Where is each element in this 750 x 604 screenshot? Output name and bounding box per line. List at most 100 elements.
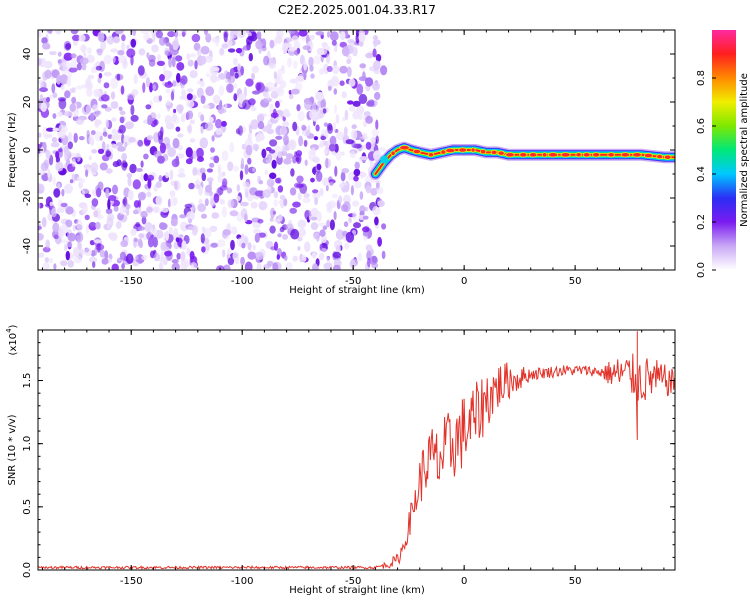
noise-speckle [67, 232, 77, 242]
noise-speckle [284, 113, 288, 118]
noise-speckle [365, 77, 374, 87]
noise-speckle [87, 74, 95, 80]
noise-speckle [70, 30, 79, 35]
noise-speckle [153, 252, 160, 262]
noise-speckle [221, 150, 229, 161]
noise-speckle [38, 225, 42, 230]
noise-speckle [344, 242, 350, 250]
noise-speckle [57, 59, 62, 64]
noise-speckle [196, 80, 203, 85]
noise-speckle [252, 143, 260, 151]
noise-speckle [209, 162, 215, 168]
noise-speckle [290, 88, 300, 95]
noise-speckle [116, 73, 121, 81]
noise-speckle [257, 218, 264, 224]
noise-speckle [263, 264, 272, 269]
signal-blob [445, 148, 456, 154]
noise-speckle [81, 44, 86, 53]
noise-speckle [320, 47, 328, 55]
noise-speckle [126, 93, 135, 101]
noise-speckle [333, 88, 338, 95]
noise-speckle [345, 231, 355, 243]
spectrogram-panel: -150 -100 -50 0 50 -40 -20 0 20 40 Height of stra… [7, 29, 676, 296]
noise-speckle [107, 213, 115, 221]
noise-speckle [201, 213, 207, 219]
noise-speckle [122, 198, 126, 205]
noise-speckle [315, 91, 324, 102]
noise-speckle [75, 117, 85, 125]
y-tick-label: 20 [22, 96, 33, 109]
noise-speckle [201, 172, 207, 182]
noise-speckle [293, 182, 303, 189]
noise-speckle [118, 55, 127, 64]
noise-speckle [121, 263, 125, 270]
noise-speckle [230, 30, 238, 39]
noise-speckle [130, 228, 137, 235]
noise-speckle [175, 237, 180, 243]
noise-speckle [310, 207, 319, 217]
noise-speckle [240, 157, 245, 169]
noise-speckle [206, 177, 214, 183]
noise-speckle [156, 60, 165, 66]
noise-speckle [210, 74, 218, 83]
noise-speckle [117, 129, 123, 134]
noise-speckle [298, 135, 303, 147]
noise-speckle [289, 78, 299, 84]
noise-speckle [158, 37, 167, 46]
noise-speckle [101, 104, 108, 109]
noise-speckle [297, 111, 305, 122]
signal-blob [399, 145, 410, 151]
noise-speckle [119, 116, 125, 124]
noise-speckle [197, 203, 206, 212]
noise-speckle [319, 68, 324, 75]
noise-speckle [167, 30, 176, 38]
noise-speckle [164, 143, 171, 150]
noise-speckle [335, 131, 345, 140]
noise-speckle [233, 82, 238, 89]
snr-series-line [38, 331, 675, 570]
noise-speckle [322, 63, 330, 75]
noise-speckle [174, 37, 179, 45]
noise-speckle [250, 201, 258, 209]
noise-speckle [283, 255, 288, 261]
noise-speckle [283, 158, 292, 165]
noise-speckle [78, 181, 83, 189]
noise-speckle [299, 54, 305, 65]
noise-speckle [99, 162, 108, 171]
noise-speckle [296, 104, 301, 112]
noise-speckle [86, 47, 92, 55]
noise-speckle [359, 135, 369, 140]
noise-speckle [172, 80, 177, 87]
signal-blob [541, 152, 548, 158]
noise-speckle [313, 136, 319, 141]
noise-speckle [210, 147, 215, 153]
noise-speckle [264, 169, 269, 176]
noise-speckle [155, 229, 164, 239]
noise-speckle [204, 198, 209, 207]
noise-speckle [48, 257, 54, 264]
noise-speckle [182, 262, 191, 268]
noise-speckle [217, 73, 227, 80]
noise-speckle [353, 180, 362, 189]
noise-speckle [365, 115, 373, 124]
noise-speckle [352, 200, 360, 207]
noise-speckle [132, 30, 137, 36]
noise-speckle [107, 134, 113, 140]
noise-speckle [101, 141, 106, 152]
noise-speckle [275, 35, 283, 44]
noise-speckle [222, 229, 232, 236]
noise-speckle [201, 55, 207, 65]
noise-speckle [199, 167, 206, 174]
noise-speckle [295, 156, 300, 162]
noise-speckle [230, 239, 235, 251]
noise-speckle [245, 30, 250, 35]
noise-speckle [298, 30, 308, 37]
noise-speckle [190, 262, 197, 269]
noise-speckle [123, 207, 127, 214]
noise-speckle [44, 257, 49, 263]
noise-speckle [180, 75, 188, 85]
noise-speckle [171, 56, 176, 68]
noise-speckle [312, 263, 318, 270]
noise-speckle [380, 65, 388, 76]
noise-speckle [265, 94, 270, 100]
